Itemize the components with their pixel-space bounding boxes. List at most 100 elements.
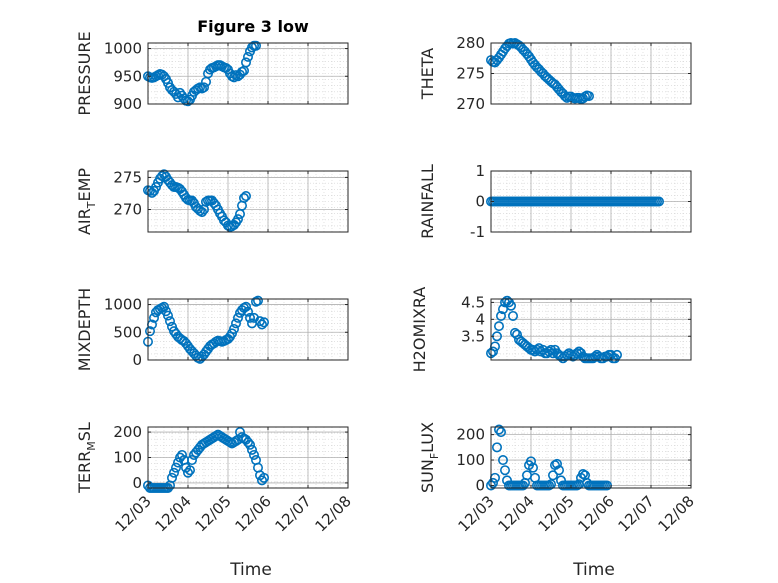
data-point: [527, 462, 538, 473]
data-point: [231, 318, 242, 329]
data-point: [171, 462, 182, 473]
data-point: [199, 82, 210, 93]
x-tick-label: 12/06: [232, 492, 275, 535]
y-tick-label: -1: [470, 223, 485, 241]
data-point: [611, 349, 622, 360]
y-axis-label: TERRMSL: [75, 422, 98, 494]
data-point: [525, 456, 536, 467]
y-tick-label: 100: [113, 449, 142, 467]
y-axis-label: SUNFLUX: [418, 422, 441, 493]
y-axis-label-rest: SL: [75, 422, 94, 441]
y-tick-label: 1000: [104, 40, 142, 58]
y-tick-label: 100: [456, 451, 485, 469]
y-tick-label: 200: [113, 423, 142, 441]
x-tick-label: 12/03: [112, 492, 155, 535]
subplot-h2omixra: 3.544.5 H2OMIXRA: [410, 287, 692, 373]
x-tick-label: 12/07: [615, 492, 658, 535]
data-point: [543, 480, 554, 491]
data-point: [571, 480, 582, 491]
data-point: [495, 427, 506, 438]
y-tick-label: 500: [113, 323, 142, 341]
subplot-terr-msl: 0 100 200 TERRMSL 12/0312/0412/0512/0612/071…: [75, 422, 355, 580]
data-point: [239, 192, 250, 203]
axes-box: [490, 426, 692, 489]
data-point: [491, 442, 502, 453]
data-point: [243, 306, 254, 317]
data-point: [577, 469, 588, 480]
x-axis-label: Time: [229, 560, 272, 580]
data-point: [149, 312, 160, 323]
x-tick-label: 12/05: [535, 492, 578, 535]
data-point: [583, 91, 594, 102]
y-axis-label: MIXDEPTH: [75, 288, 94, 371]
y-axis-label-rest: EMP: [75, 168, 94, 202]
subplot-mixdepth: 0 500 1000 MIXDEPTH: [75, 288, 349, 371]
y-tick-label: 275: [113, 168, 142, 186]
data-point: [243, 437, 254, 448]
x-tick-label: 12/08: [312, 492, 355, 535]
data-point: [187, 455, 198, 466]
data-point: [555, 351, 566, 362]
data-point: [497, 304, 508, 315]
y-axis-label-subscript: M: [85, 441, 98, 451]
x-tick-label: 12/06: [575, 492, 618, 535]
x-tick-label: 12/08: [655, 492, 698, 535]
data-point: [151, 182, 162, 193]
y-axis-label-subscript: F: [428, 453, 441, 459]
data-point: [653, 196, 664, 207]
y-tick-label: 900: [113, 95, 142, 113]
data-point: [517, 480, 528, 491]
data-point: [547, 470, 558, 481]
data-point: [229, 323, 240, 334]
y-tick-label: 0: [132, 474, 142, 492]
figure-title: Figure 3 low: [197, 17, 309, 36]
subplot-air-temp: 270 275 AIRTEMP: [75, 168, 349, 235]
y-tick-label: 270: [456, 95, 485, 113]
y-tick-label: 3.5: [461, 327, 485, 345]
y-axis-label: H2OMIXRA: [410, 287, 429, 373]
data-point: [245, 312, 256, 323]
subplot-pressure: 900 950 1000 PRESSURE: [75, 31, 349, 116]
data-point: [165, 316, 176, 327]
data-point: [256, 319, 267, 330]
data-point: [247, 444, 258, 455]
data-point: [243, 51, 254, 62]
data-point: [251, 40, 262, 51]
data-point: [507, 310, 518, 321]
y-tick-label: 275: [456, 65, 485, 83]
y-tick-label: 0: [475, 193, 485, 211]
data-point: [233, 214, 244, 225]
data-point: [551, 458, 562, 469]
data-point: [256, 475, 267, 486]
y-axis-label: AIRTEMP: [75, 168, 98, 235]
y-axis-label-rest: LUX: [418, 422, 437, 453]
data-point: [497, 455, 508, 466]
data-point: [241, 191, 252, 202]
y-axis-label: PRESSURE: [75, 31, 94, 115]
x-tick-label: 12/04: [152, 492, 195, 535]
y-axis-label: THETA: [418, 48, 437, 100]
data-point: [229, 72, 240, 83]
data-point: [487, 346, 498, 357]
data-point: [197, 207, 208, 218]
data-point: [167, 472, 178, 483]
data-point: [163, 310, 174, 321]
y-tick-label: 950: [113, 67, 142, 85]
data-point: [249, 449, 260, 460]
x-axis-label: Time: [572, 560, 615, 580]
y-tick-label: 0: [475, 476, 485, 494]
data-point: [258, 317, 269, 328]
y-tick-label: 0: [132, 351, 142, 369]
y-tick-label: 1: [475, 162, 485, 180]
data-point: [233, 312, 244, 323]
y-tick-label: 4: [475, 310, 485, 328]
subplot-sun-flux: 0 100 200 SUNFLUX 12/0312/0412/0512/0612/071…: [418, 422, 698, 580]
y-axis-label-main: SUN: [418, 459, 437, 493]
y-tick-label: 1000: [104, 296, 142, 314]
x-tick-label: 12/07: [272, 492, 315, 535]
subplot-rainfall: -1 0 1 RAINFALL: [418, 162, 692, 241]
data-point: [177, 449, 188, 460]
y-tick-label: 200: [456, 426, 485, 444]
data-point: [505, 300, 516, 311]
